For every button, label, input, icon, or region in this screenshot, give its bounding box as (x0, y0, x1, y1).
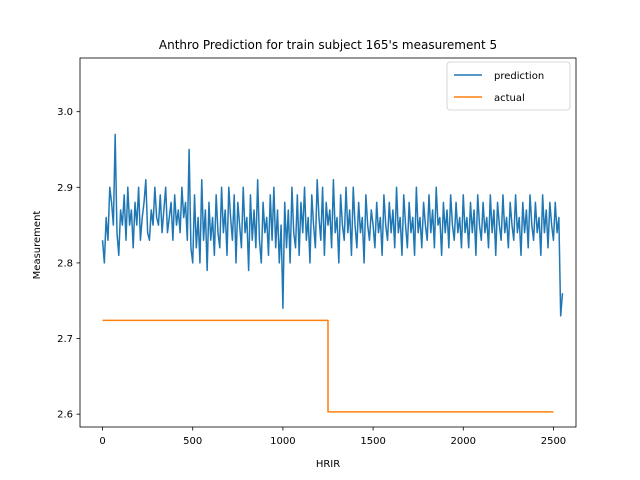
x-tick-label: 2000 (451, 436, 476, 447)
plot-area (79, 57, 577, 428)
y-tick-label: 2.7 (57, 334, 73, 345)
x-tick-label: 1000 (270, 436, 295, 447)
x-tick-label: 2500 (541, 436, 566, 447)
x-axis: 0 500 1000 1500 2000 2500 (99, 427, 566, 447)
legend: prediction actual (446, 61, 571, 111)
y-tick-label: 3.0 (57, 107, 73, 118)
plot-frame (79, 57, 577, 428)
series-line-prediction (101, 133, 564, 317)
y-tick-label: 2.6 (57, 410, 73, 421)
x-tick-label: 1500 (360, 436, 385, 447)
chart-title: Anthro Prediction for train subject 165'… (159, 38, 497, 52)
legend-label-actual: actual (494, 93, 525, 104)
y-axis-label: Measurement (32, 211, 43, 280)
y-tick-label: 2.8 (57, 258, 73, 269)
y-axis: 2.6 2.7 2.8 2.9 3.0 (57, 107, 80, 421)
x-tick-label: 500 (183, 436, 202, 447)
series-line-actual (102, 319, 554, 413)
x-axis-label: HRIR (316, 459, 340, 470)
legend-label-prediction: prediction (494, 71, 544, 82)
x-tick-label: 0 (99, 436, 105, 447)
legend-box (446, 61, 571, 111)
y-tick-label: 2.9 (57, 183, 73, 194)
